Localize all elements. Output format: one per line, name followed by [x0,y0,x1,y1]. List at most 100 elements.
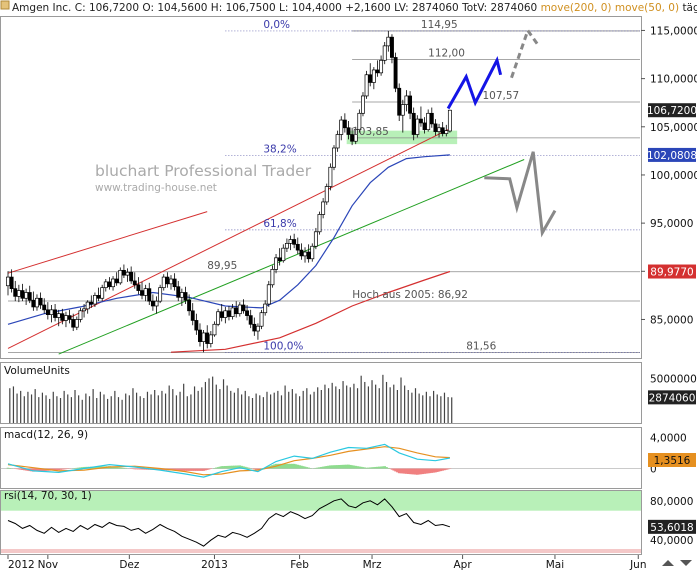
candle-body [313,231,318,247]
candle-body [292,239,297,245]
candle-body [161,276,166,289]
candle-body [9,276,14,289]
candle-body [245,310,250,316]
ma50-tag-bg [648,147,696,162]
candle-body [82,308,87,312]
candle-body [118,269,123,284]
support-zone [346,130,458,145]
candle-body [386,36,391,47]
x-tick-label: 2013 [201,559,228,571]
x-tick-label: Mai [546,559,564,571]
candle-body [426,112,431,131]
candle-body [45,309,50,315]
candle-body [281,247,286,262]
candle-body [198,329,202,342]
candle-body [350,134,355,142]
candle-body [328,166,333,187]
candle-body [187,299,192,312]
candle-body [379,59,384,74]
candle-body [227,310,231,317]
candle-body [71,319,76,328]
symbol-name: Amgen Inc. [12,2,71,14]
volume-title: VolumeUnits [4,365,70,377]
rsi-title: rsi(14, 70, 30, 1) [4,490,92,502]
candle-body [205,332,210,344]
candle-body [219,311,224,318]
candle-body [342,119,347,129]
rsi-oversold-zone [1,549,641,553]
candle-body [190,310,195,321]
candle-body [103,281,108,289]
candle-body [411,112,416,135]
volume-panel-frame [0,362,642,424]
candle-body [415,118,420,135]
candle-body [364,74,369,97]
candle-body [74,319,79,328]
candle-body [56,313,61,318]
change-value: +2,1600 [345,2,391,14]
ma50-tag: 102,0808 [647,150,697,162]
candle-body [208,334,213,344]
candle-body [147,288,152,302]
last-price-tag-bg [648,103,696,118]
candle-body [223,310,228,318]
candle-body [310,245,315,260]
rsi-line [7,498,451,547]
macd-panel-frame [0,427,642,489]
candle-body [13,288,18,297]
rsi-last-tag-bg [648,519,696,534]
level-label: 103,85 [352,126,389,138]
candle-body [339,119,344,135]
candle-body [176,286,181,298]
candle-body [332,147,336,168]
candle-body [100,287,105,299]
candle-body [437,127,441,132]
macd-chart-layer: macd(12, 26, 9) [0,429,641,478]
x-tick-label: 2012 [8,559,35,571]
zoom-in-icon [662,560,674,566]
x-tick-label: Nov [38,559,59,571]
last-price-tag: 106,7200 [647,105,697,117]
candle-body [194,320,199,331]
macd-title: macd(12, 26, 9) [4,429,88,441]
candle-body [38,297,43,306]
candle-body [408,95,413,114]
candle-body [270,269,275,286]
x-tick-label: Mrz [363,559,382,571]
level-label: 114,95 [421,19,458,31]
volume-last-tag-bg [648,390,696,405]
candle-body [400,104,405,116]
candle-body [16,290,21,297]
candle-body [263,303,268,314]
candle-body [241,304,246,312]
x-tick-label: Dez [119,559,140,571]
ma200-tag-bg [648,264,696,279]
level-label: 112,00 [428,47,465,59]
candle-body [143,288,148,296]
last-volume: LV: 2874060 [394,2,459,14]
candle-body [368,74,373,83]
candle-body [440,127,445,134]
price-tick-label: 115,0000 [650,25,697,37]
ma50-legend: move(50, 0) [615,2,679,14]
macd-tick-label: 0 [650,464,657,476]
candle-body [404,95,409,105]
candle-body [154,300,159,307]
candle-body [382,45,387,61]
candle-body [6,276,10,287]
candle-body [317,214,322,233]
candle-body [165,276,170,285]
candle-body [67,315,72,320]
candle-body [111,278,115,288]
price-tick-label: 105,0000 [650,122,697,134]
price-tick-label: 85,0000 [650,314,693,326]
candle-body [433,123,438,132]
candle-body [85,301,90,310]
watermark-url: www.trading-house.net [95,182,217,194]
candle-body [132,280,137,286]
candle-body [397,87,402,116]
candle-body [78,310,83,320]
level-label: 107,57 [483,90,520,102]
candle-body [346,127,351,135]
candle-body [35,297,39,308]
